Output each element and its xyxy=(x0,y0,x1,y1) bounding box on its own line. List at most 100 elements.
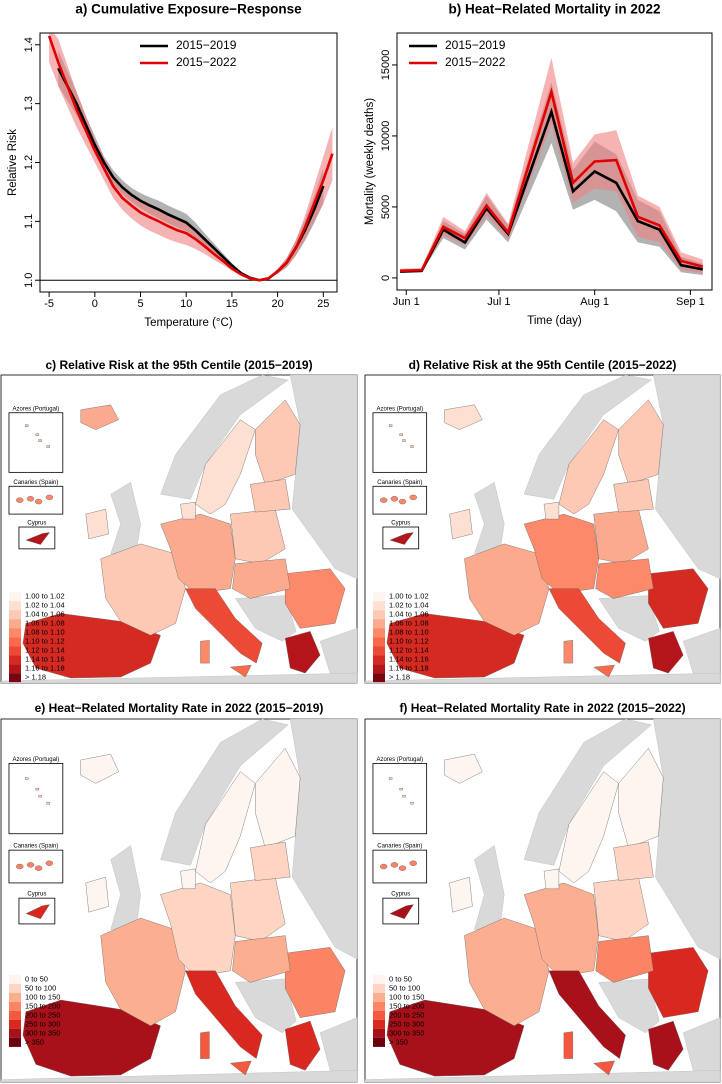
inset-island xyxy=(398,865,407,871)
inset-frame xyxy=(372,763,428,835)
region xyxy=(444,404,483,430)
region xyxy=(100,543,186,636)
legend-label: 1.10 to 1.12 xyxy=(389,637,429,646)
region xyxy=(255,747,301,849)
plot-area xyxy=(400,57,704,276)
inset-label: Canaries (Spain) xyxy=(13,844,58,850)
chart-title: b) Heat−Related Mortality in 2022 xyxy=(449,2,661,17)
inset-island xyxy=(26,862,35,868)
legend-swatch xyxy=(9,619,21,629)
region xyxy=(543,501,560,520)
legend-swatch xyxy=(373,592,385,602)
inset-island xyxy=(16,863,24,870)
inset-island xyxy=(35,787,40,791)
region xyxy=(595,558,654,599)
legend-label: > 350 xyxy=(25,1037,44,1046)
region xyxy=(613,841,654,881)
inset-island xyxy=(380,863,388,870)
legend-label: 300 to 350 xyxy=(25,1028,60,1037)
non-eu-land xyxy=(364,672,721,684)
legend-label: > 350 xyxy=(389,1037,408,1046)
region xyxy=(285,568,346,629)
non-eu-land xyxy=(235,978,297,1034)
inset-island xyxy=(390,496,399,502)
legend-swatch xyxy=(373,1010,385,1020)
legend-swatch xyxy=(373,628,385,638)
legend-swatch xyxy=(373,655,385,665)
region xyxy=(548,970,626,1059)
inset-label: Canaries (Spain) xyxy=(377,844,422,850)
region xyxy=(613,479,654,513)
inset-island xyxy=(38,439,42,442)
region xyxy=(195,771,256,884)
non-eu-land xyxy=(234,595,297,642)
series-line xyxy=(400,107,703,273)
region xyxy=(548,588,626,664)
inset-label: Azores (Portugal) xyxy=(13,757,60,763)
legend-swatch xyxy=(373,983,385,993)
region xyxy=(232,935,291,983)
legend-label: 150 to 200 xyxy=(25,1001,60,1010)
inset-island xyxy=(24,424,29,427)
inset-island xyxy=(389,532,414,545)
legend-label: 1.12 to 1.14 xyxy=(25,646,65,655)
x-tick-label: 5 xyxy=(137,298,143,310)
legend-swatch xyxy=(9,1019,21,1029)
inset-island xyxy=(399,433,403,436)
legend-label: 1.14 to 1.16 xyxy=(389,655,429,664)
confidence-band xyxy=(49,33,333,281)
inset-label: Cyprus xyxy=(27,892,46,898)
legend-label: 2015−2022 xyxy=(445,55,506,69)
region xyxy=(80,404,119,430)
map-title: f) Heat−Related Mortality Rate in 2022 (… xyxy=(399,701,685,715)
legend-swatch xyxy=(9,974,21,984)
inset-label: Canaries (Spain) xyxy=(377,480,422,486)
region xyxy=(200,640,210,664)
inset-label: Azores (Portugal) xyxy=(13,406,60,412)
legend-swatch xyxy=(373,610,385,620)
region xyxy=(180,868,196,889)
inset-label: Canaries (Spain) xyxy=(13,480,58,486)
region xyxy=(160,513,236,594)
legend-swatch xyxy=(373,1037,385,1047)
region xyxy=(648,1020,684,1071)
legend-swatch xyxy=(373,1019,385,1029)
region xyxy=(250,479,291,513)
inset-label: Cyprus xyxy=(391,521,410,527)
non-eu-land xyxy=(0,1070,358,1083)
legend-swatch xyxy=(9,1037,21,1047)
legend-swatch xyxy=(9,673,21,683)
legend-label: 1.10 to 1.12 xyxy=(25,637,65,646)
x-tick-label: Sep 1 xyxy=(676,296,705,308)
legend-label: 250 to 300 xyxy=(25,1019,60,1028)
region xyxy=(185,588,263,664)
non-eu-land xyxy=(598,978,660,1034)
legend-label: 50 to 100 xyxy=(389,983,420,992)
region xyxy=(160,882,236,977)
region xyxy=(464,543,550,636)
non-eu-land xyxy=(523,718,652,866)
x-tick-label: 15 xyxy=(226,298,238,310)
legend-swatch xyxy=(9,646,21,656)
x-tick-label: 25 xyxy=(317,298,329,310)
legend-swatch xyxy=(373,1001,385,1011)
inset-island xyxy=(399,787,403,791)
non-eu-land xyxy=(523,374,652,500)
legend-swatch xyxy=(9,637,21,647)
legend-label: 1.00 to 1.02 xyxy=(25,592,65,601)
legend-label: 2015−2019 xyxy=(176,38,237,52)
region xyxy=(648,947,709,1018)
plot-area xyxy=(40,33,337,282)
series-line xyxy=(57,67,325,282)
region xyxy=(255,399,301,485)
y-tick-label: 1.2 xyxy=(23,155,35,170)
region xyxy=(200,1031,210,1059)
region xyxy=(618,747,664,849)
legend-label: 1.16 to 1.18 xyxy=(25,664,65,673)
inset-island xyxy=(38,794,42,798)
region xyxy=(464,917,550,1027)
y-tick-label: 1.0 xyxy=(23,273,35,288)
legend-label: 1.00 to 1.02 xyxy=(389,592,429,601)
region xyxy=(523,882,599,977)
legend-label: 200 to 250 xyxy=(25,1010,60,1019)
